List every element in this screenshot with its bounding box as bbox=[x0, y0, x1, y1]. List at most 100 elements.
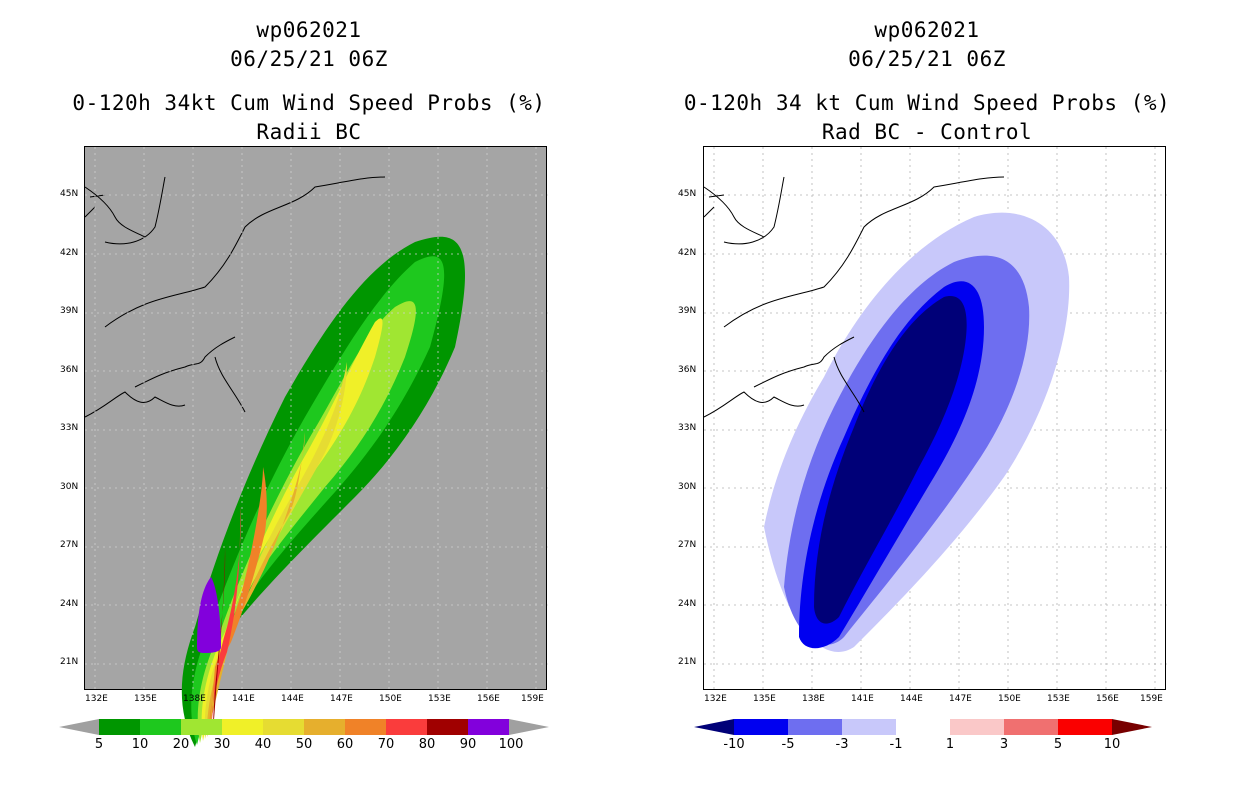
right-cb-arrow-right bbox=[1112, 719, 1152, 735]
right-chart-panel: wp062021 06/25/21 06Z 0-120h 34 kt Cum W… bbox=[618, 0, 1236, 800]
right-xtick-159E: 159E bbox=[1140, 694, 1163, 704]
right-cb-box-1 bbox=[788, 719, 842, 735]
right-ytick-21N: 21N bbox=[678, 657, 697, 667]
left-chart-panel: wp062021 06/25/21 06Z 0-120h 34kt Cum Wi… bbox=[59, 18, 549, 752]
left-xtick-153E: 153E bbox=[428, 694, 451, 704]
left-cb-box-2 bbox=[181, 719, 222, 735]
left-cb-label-30: 30 bbox=[213, 737, 231, 752]
left-colorbar-boxes bbox=[59, 719, 549, 735]
right-ytick-33N: 33N bbox=[678, 423, 697, 433]
left-xtick-147E: 147E bbox=[330, 694, 353, 704]
left-xtick-159E: 159E bbox=[521, 694, 544, 704]
left-xtick-135E: 135E bbox=[134, 694, 157, 704]
right-xtick-141E: 141E bbox=[851, 694, 874, 704]
left-grid bbox=[85, 147, 548, 691]
left-cb-box-7 bbox=[386, 719, 427, 735]
left-xtick-150E: 150E bbox=[379, 694, 402, 704]
left-map bbox=[84, 146, 548, 747]
right-chart-subtitle: Rad BC - Control bbox=[821, 120, 1033, 144]
left-coastline-korea bbox=[84, 391, 186, 418]
left-ytick-42N: 42N bbox=[60, 248, 79, 258]
left-cb-box-6 bbox=[345, 719, 386, 735]
right-xtick-138E: 138E bbox=[802, 694, 825, 704]
left-cb-box-9 bbox=[468, 719, 509, 735]
left-xtick-156E: 156E bbox=[477, 694, 500, 704]
right-xtick-135E: 135E bbox=[753, 694, 776, 704]
left-cb-label-50: 50 bbox=[295, 737, 313, 752]
right-contour-extreme bbox=[814, 296, 967, 624]
right-cb-label-neg10: -10 bbox=[723, 737, 745, 752]
right-ytick-27N: 27N bbox=[678, 540, 697, 550]
right-xtick-147E: 147E bbox=[949, 694, 972, 704]
right-ytick-42N: 42N bbox=[678, 248, 697, 258]
right-ytick-39N: 39N bbox=[678, 306, 697, 316]
left-cb-arrow-left bbox=[59, 719, 99, 735]
right-xtick-153E: 153E bbox=[1047, 694, 1070, 704]
right-cb-box-4 bbox=[950, 719, 1004, 735]
right-cb-box-3 bbox=[896, 719, 950, 735]
right-ytick-36N: 36N bbox=[678, 365, 697, 375]
left-ytick-39N: 39N bbox=[60, 306, 79, 316]
left-ytick-36N: 36N bbox=[60, 365, 79, 375]
right-cb-label-neg5: -5 bbox=[781, 737, 795, 752]
right-cb-label-3: 3 bbox=[999, 737, 1009, 752]
left-cb-label-20: 20 bbox=[172, 737, 190, 752]
right-coastline-north bbox=[703, 186, 765, 238]
right-cb-label-1: 1 bbox=[945, 737, 955, 752]
right-map bbox=[703, 146, 1167, 691]
left-cb-label-10: 10 bbox=[131, 737, 149, 752]
right-cb-box-2 bbox=[842, 719, 896, 735]
left-datetime: 06/25/21 06Z bbox=[230, 47, 388, 71]
left-ytick-27N: 27N bbox=[60, 540, 79, 550]
right-cb-label-neg1: -1 bbox=[889, 737, 903, 752]
left-contour-50 bbox=[206, 432, 305, 737]
right-cb-label-10: 10 bbox=[1103, 737, 1121, 752]
left-contour-20 bbox=[197, 301, 416, 743]
left-ytick-30N: 30N bbox=[60, 482, 79, 492]
right-coastline-korea bbox=[703, 391, 805, 418]
left-contour-30 bbox=[201, 318, 383, 741]
left-contour-90 bbox=[197, 577, 221, 653]
right-cb-box-0 bbox=[734, 719, 788, 735]
left-ytick-33N: 33N bbox=[60, 423, 79, 433]
left-cb-box-1 bbox=[140, 719, 181, 735]
left-ytick-24N: 24N bbox=[60, 599, 79, 609]
right-xtick-132E: 132E bbox=[704, 694, 727, 704]
left-map-svg bbox=[84, 147, 548, 747]
right-grid bbox=[704, 147, 1167, 691]
left-cb-label-5: 5 bbox=[94, 737, 104, 752]
right-xtick-156E: 156E bbox=[1096, 694, 1119, 704]
right-chart-title: 0-120h 34 kt Cum Wind Speed Probs (%) bbox=[683, 91, 1171, 115]
right-map-svg bbox=[703, 147, 1167, 691]
right-cb-label-5: 5 bbox=[1053, 737, 1063, 752]
left-cb-box-8 bbox=[427, 719, 468, 735]
left-cb-box-5 bbox=[304, 719, 345, 735]
right-colorbar-boxes bbox=[694, 719, 1152, 735]
right-storm-id: wp062021 bbox=[874, 18, 980, 42]
left-cb-label-70: 70 bbox=[377, 737, 395, 752]
left-cb-label-60: 60 bbox=[336, 737, 354, 752]
left-cb-arrow-right bbox=[509, 719, 549, 735]
left-chart-subtitle: Radii BC bbox=[256, 120, 362, 144]
left-xtick-138E: 138E bbox=[183, 694, 206, 704]
right-cb-box-5 bbox=[1004, 719, 1058, 735]
left-xtick-141E: 141E bbox=[232, 694, 255, 704]
left-cb-box-3 bbox=[222, 719, 263, 735]
right-ytick-24N: 24N bbox=[678, 599, 697, 609]
left-contour-60 bbox=[209, 467, 267, 735]
right-cb-box-6 bbox=[1058, 719, 1112, 735]
left-coastline-north bbox=[84, 186, 146, 238]
left-xtick-144E: 144E bbox=[281, 694, 304, 704]
left-ytick-45N: 45N bbox=[60, 189, 79, 199]
right-datetime: 06/25/21 06Z bbox=[848, 47, 1006, 71]
right-xtick-150E: 150E bbox=[998, 694, 1021, 704]
left-chart-title: 0-120h 34kt Cum Wind Speed Probs (%) bbox=[72, 91, 546, 115]
left-cb-label-40: 40 bbox=[254, 737, 272, 752]
left-cb-box-4 bbox=[263, 719, 304, 735]
left-cb-label-80: 80 bbox=[418, 737, 436, 752]
left-colorbar bbox=[59, 719, 549, 735]
right-ytick-30N: 30N bbox=[678, 482, 697, 492]
left-contour-80 bbox=[213, 547, 226, 731]
right-colorbar bbox=[694, 719, 1152, 735]
left-xtick-132E: 132E bbox=[85, 694, 108, 704]
